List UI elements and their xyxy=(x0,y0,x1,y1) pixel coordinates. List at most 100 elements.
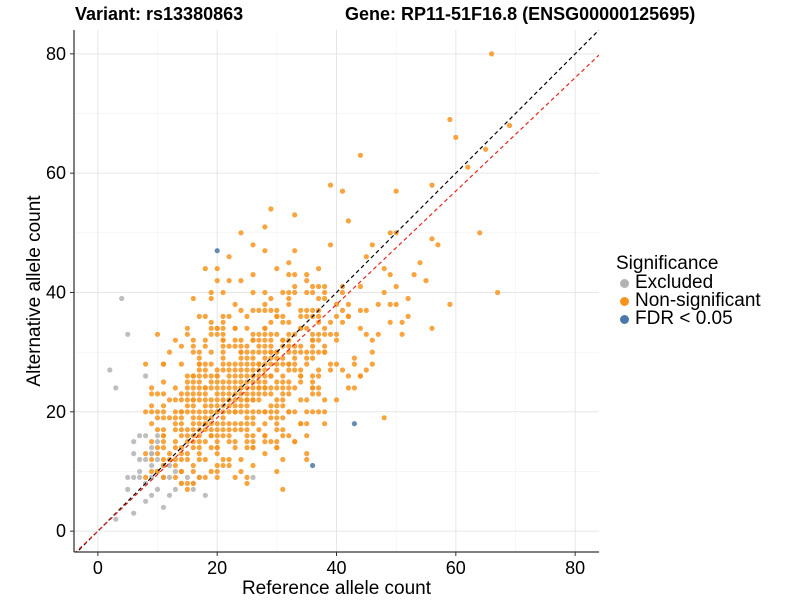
legend-label-non-significant: Non-significant xyxy=(635,290,761,311)
legend-item-non-significant: Non-significant xyxy=(616,290,761,311)
point-non-significant xyxy=(250,331,256,337)
point-non-significant xyxy=(262,301,268,307)
point-non-significant xyxy=(310,307,316,313)
point-non-significant xyxy=(172,397,178,403)
y-tick-label: 80 xyxy=(46,44,66,64)
point-non-significant xyxy=(149,391,155,397)
point-excluded xyxy=(250,474,256,480)
point-non-significant xyxy=(250,272,256,278)
point-non-significant xyxy=(316,373,322,379)
point-non-significant xyxy=(238,456,244,463)
point-non-significant xyxy=(143,474,149,480)
point-non-significant xyxy=(226,379,232,385)
point-non-significant xyxy=(310,373,316,379)
point-fdr xyxy=(214,248,220,254)
point-non-significant xyxy=(381,266,387,272)
point-non-significant xyxy=(363,331,369,337)
point-non-significant xyxy=(154,427,161,433)
point-non-significant xyxy=(465,164,471,170)
point-non-significant xyxy=(304,397,310,403)
point-non-significant xyxy=(184,331,190,337)
point-non-significant xyxy=(286,319,292,325)
point-non-significant xyxy=(214,468,220,475)
point-non-significant xyxy=(477,230,483,236)
point-non-significant xyxy=(220,343,226,349)
point-non-significant xyxy=(393,301,399,307)
point-excluded xyxy=(166,492,173,498)
point-non-significant xyxy=(196,451,202,457)
point-non-significant xyxy=(238,391,244,397)
point-non-significant xyxy=(256,361,262,367)
point-non-significant xyxy=(238,397,244,403)
point-non-significant xyxy=(178,468,184,475)
point-excluded xyxy=(125,474,131,480)
point-non-significant xyxy=(214,439,220,445)
point-non-significant xyxy=(274,385,280,391)
point-non-significant xyxy=(274,266,280,272)
point-non-significant xyxy=(310,355,316,361)
point-non-significant xyxy=(250,439,256,445)
point-non-significant xyxy=(232,439,238,445)
point-non-significant xyxy=(274,361,280,367)
point-non-significant xyxy=(214,266,220,272)
point-non-significant xyxy=(160,361,167,367)
point-non-significant xyxy=(208,373,214,379)
point-non-significant xyxy=(172,439,178,445)
point-non-significant xyxy=(232,373,238,379)
point-excluded xyxy=(113,516,119,522)
point-excluded xyxy=(154,439,161,445)
point-non-significant xyxy=(322,295,328,302)
point-non-significant xyxy=(262,337,268,343)
point-non-significant xyxy=(208,319,214,325)
point-non-significant xyxy=(357,152,363,158)
point-non-significant xyxy=(262,451,268,457)
point-non-significant xyxy=(160,474,167,480)
point-non-significant xyxy=(399,319,405,325)
point-non-significant xyxy=(274,409,280,415)
point-non-significant xyxy=(298,421,304,427)
point-non-significant xyxy=(280,397,286,403)
point-non-significant xyxy=(280,486,286,492)
point-non-significant xyxy=(274,397,280,403)
point-non-significant xyxy=(244,397,250,403)
point-non-significant xyxy=(208,379,214,385)
point-non-significant xyxy=(304,278,310,284)
point-non-significant xyxy=(489,51,495,57)
point-non-significant xyxy=(226,343,232,349)
point-non-significant xyxy=(429,182,435,188)
point-excluded xyxy=(202,492,208,498)
point-non-significant xyxy=(274,313,280,319)
point-non-significant xyxy=(369,361,375,367)
point-non-significant xyxy=(453,134,459,140)
point-excluded xyxy=(137,456,143,463)
point-non-significant xyxy=(268,337,274,343)
point-non-significant xyxy=(154,331,161,337)
point-non-significant xyxy=(202,266,208,272)
legend-title: Significance xyxy=(616,253,719,274)
point-non-significant xyxy=(238,367,244,373)
point-non-significant xyxy=(190,427,196,433)
point-excluded xyxy=(149,492,155,498)
point-non-significant xyxy=(196,379,202,385)
point-non-significant xyxy=(244,421,250,427)
point-non-significant xyxy=(232,367,238,373)
point-excluded xyxy=(149,445,155,451)
point-non-significant xyxy=(208,445,214,451)
point-non-significant xyxy=(190,379,196,385)
point-non-significant xyxy=(238,379,244,385)
point-non-significant xyxy=(226,373,232,379)
point-non-significant xyxy=(268,361,274,367)
point-excluded xyxy=(154,456,161,463)
point-non-significant xyxy=(202,313,208,319)
point-non-significant xyxy=(387,301,393,307)
point-non-significant xyxy=(196,474,202,480)
point-non-significant xyxy=(310,409,316,415)
point-non-significant xyxy=(214,278,220,284)
point-non-significant xyxy=(250,242,256,248)
point-non-significant xyxy=(345,218,351,224)
point-non-significant xyxy=(160,409,167,415)
y-tick-label: 0 xyxy=(56,521,66,541)
point-non-significant xyxy=(220,385,226,391)
legend: Significance Excluded Non-significant FD… xyxy=(616,253,761,328)
point-excluded xyxy=(154,433,161,439)
